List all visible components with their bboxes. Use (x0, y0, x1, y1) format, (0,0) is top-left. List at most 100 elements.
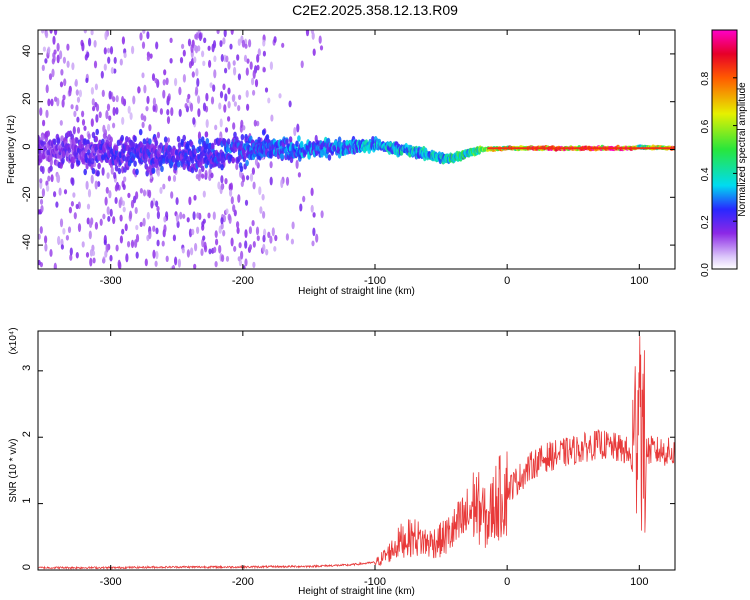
heatmap-noise-blob (297, 172, 301, 178)
heatmap-noise-blob (124, 223, 128, 232)
heatmap-noise-blob (237, 73, 241, 81)
heatmap-y-tick-label: -40 (21, 234, 33, 250)
heatmap-noise-blob (171, 264, 176, 269)
heatmap-noise-blob (319, 45, 324, 51)
heatmap-noise-blob (106, 206, 110, 215)
heatmap-ridge-blob (163, 136, 168, 143)
heatmap-noise-blob (40, 204, 44, 213)
heatmap-noise-blob (86, 203, 91, 210)
heatmap-noise-blob (312, 48, 316, 56)
heatmap-noise-blob (318, 35, 322, 44)
heatmap-noise-blob (127, 192, 131, 199)
heatmap-ridge-blob (142, 138, 147, 145)
heatmap-noise-blob (121, 36, 125, 45)
heatmap-noise-blob (258, 186, 262, 196)
heatmap-noise-blob (241, 39, 245, 48)
heatmap-noise-blob (90, 86, 94, 95)
heatmap-noise-blob (62, 94, 66, 101)
heatmap-noise-blob (305, 30, 310, 37)
heatmap-noise-blob (130, 239, 135, 249)
heatmap-noise-blob (60, 244, 64, 250)
heatmap-x-tick-label: 100 (630, 275, 648, 287)
heatmap-noise-blob (196, 77, 200, 87)
heatmap-noise-blob (202, 190, 206, 198)
heatmap-noise-blob (71, 177, 75, 186)
heatmap-noise-blob (59, 81, 64, 88)
heatmap-noise-blob (214, 260, 218, 268)
heatmap-noise-blob (101, 89, 105, 98)
heatmap-noise-blob (312, 212, 316, 218)
heatmap-noise-blob (54, 30, 58, 36)
heatmap-ridge-blob (245, 159, 249, 167)
heatmap-ridge-blob (285, 138, 289, 146)
heatmap-noise-blob (288, 100, 292, 108)
heatmap-noise-blob (238, 242, 242, 249)
snr-line-series (38, 336, 675, 570)
heatmap-noise-blob (311, 31, 315, 40)
heatmap-noise-blob (278, 93, 282, 99)
heatmap-noise-blob (220, 222, 224, 230)
heatmap-noise-blob (112, 216, 116, 225)
heatmap-noise-blob (218, 102, 222, 110)
heatmap-ridge-blob (186, 140, 190, 148)
heatmap-x-tick-label: -100 (364, 275, 386, 287)
heatmap-ridge-blob (162, 157, 166, 164)
heatmap-noise-blob (254, 158, 259, 166)
colorbar-tick-label: 0.6 (700, 119, 711, 133)
heatmap-noise-blob (95, 103, 100, 112)
heatmap-noise-blob (70, 104, 74, 110)
heatmap-noise-blob (141, 41, 146, 49)
heatmap-noise-blob (100, 70, 104, 79)
heatmap-noise-blob (300, 60, 304, 69)
heatmap-ridge-blob (176, 135, 181, 143)
heatmap-ridge-blob (151, 167, 156, 174)
heatmap-ridge-blob (83, 168, 87, 176)
heatmap-noise-blob (109, 46, 114, 55)
heatmap-noise-blob (142, 217, 146, 227)
heatmap-noise-blob (149, 177, 153, 183)
heatmap-ridge-blob (114, 144, 119, 151)
heatmap-noise-blob (50, 98, 54, 107)
heatmap-noise-blob (85, 180, 89, 190)
chart-title: C2E2.2025.358.12.13.R09 (292, 2, 458, 18)
heatmap-ridge-blob (203, 147, 208, 154)
heatmap-noise-blob (115, 244, 119, 252)
heatmap-ridge-blob (226, 138, 231, 145)
heatmap-noise-blob (197, 45, 201, 52)
heatmap-noise-blob (211, 43, 215, 53)
heatmap-noise-blob (146, 95, 150, 105)
heatmap-noise-blob (103, 239, 107, 246)
heatmap-noise-blob (184, 102, 188, 109)
heatmap-noise-blob (302, 195, 306, 203)
heatmap-noise-blob (121, 95, 125, 105)
heatmap-noise-blob (249, 173, 254, 182)
heatmap-noise-blob (223, 104, 227, 113)
heatmap-noise-blob (102, 213, 106, 220)
heatmap-noise-blob (182, 74, 186, 83)
heatmap-ridge-blob (94, 135, 99, 143)
heatmap-ridge-blob (225, 146, 230, 153)
heatmap-noise-blob (256, 120, 260, 127)
heatmap-noise-blob (191, 228, 195, 236)
heatmap-noise-blob (210, 172, 214, 179)
heatmap-noise-blob (320, 210, 324, 219)
heatmap-noise-blob (106, 172, 110, 179)
heatmap-ridge-blob (70, 162, 74, 169)
heatmap-noise-blob (248, 226, 252, 235)
heatmap-noise-blob (265, 248, 269, 256)
heatmap-noise-blob (56, 54, 60, 64)
heatmap-noise-blob (41, 30, 45, 34)
heatmap-noise-blob (248, 39, 252, 48)
heatmap-noise-blob (269, 176, 273, 186)
heatmap-noise-blob (103, 63, 107, 71)
heatmap-noise-blob (242, 125, 246, 131)
heatmap-ridge-blob (158, 147, 162, 155)
heatmap-noise-blob (264, 87, 269, 93)
heatmap-noise-blob (104, 31, 108, 41)
heatmap-ridge-blob (239, 165, 244, 172)
line-y-multiplier: (x10⁴) (8, 327, 19, 354)
heatmap-x-axis-label: Height of straight line (km) (298, 286, 415, 297)
heatmap-y-tick-label: 20 (21, 93, 33, 105)
heatmap-y-axis-label: Frequency (Hz) (6, 115, 17, 184)
heatmap-noise-blob (174, 77, 178, 87)
